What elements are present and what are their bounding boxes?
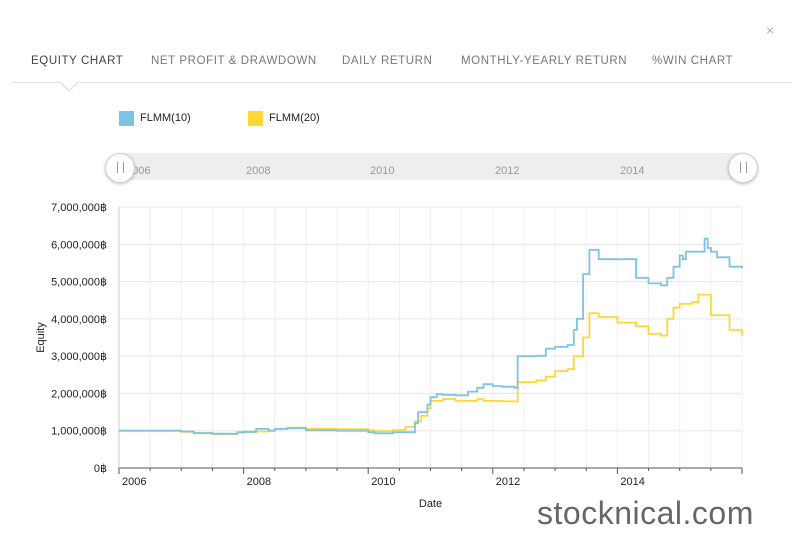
series-line-1 — [119, 237, 743, 435]
tab-net-profit-drawdown[interactable]: NET PROFIT & DRAWDOWN — [151, 55, 317, 67]
y-tick-label: 5,000,000฿ — [51, 277, 107, 289]
close-icon[interactable]: × — [766, 22, 775, 38]
x-tick-label: 2010 — [371, 476, 395, 488]
x-axis-title: Date — [419, 498, 442, 510]
active-tab-caret-icon — [60, 82, 78, 92]
chart-tabs: EQUITY CHART NET PROFIT & DRAWDOWN DAILY… — [12, 50, 792, 83]
legend-item-series-2[interactable]: FLMM(20) — [248, 110, 320, 126]
series-line-2 — [119, 293, 743, 435]
tab-daily-return[interactable]: DAILY RETURN — [342, 55, 433, 67]
legend-swatch-series-1 — [119, 110, 134, 126]
x-tick-label: 2008 — [247, 476, 271, 488]
tab-win-chart[interactable]: %WIN CHART — [652, 55, 734, 67]
grip-icon — [740, 162, 747, 173]
x-tick-label: 2012 — [496, 476, 520, 488]
legend-item-series-1[interactable]: FLMM(10) — [119, 110, 191, 126]
navigator-label: 2012 — [495, 165, 520, 177]
y-tick-label: 3,000,000฿ — [51, 351, 107, 363]
y-axis-title: Equity — [35, 322, 47, 353]
legend-label-series-2: FLMM(20) — [269, 112, 320, 124]
y-tick-label: 0฿ — [94, 463, 107, 475]
range-navigator[interactable] — [118, 153, 742, 180]
navigator-label: 2008 — [246, 165, 271, 177]
watermark: stocknical.com — [537, 495, 754, 531]
y-tick-label: 4,000,000฿ — [51, 314, 107, 326]
x-tick-label: 2014 — [620, 476, 644, 488]
navigator-label: 2010 — [370, 165, 395, 177]
navigator-label: 2014 — [620, 165, 645, 177]
x-tick-label: 2006 — [122, 476, 146, 488]
legend-swatch-series-2 — [248, 110, 263, 126]
navigator-right-handle[interactable] — [728, 153, 758, 183]
y-tick-label: 1,000,000฿ — [51, 426, 107, 438]
y-tick-label: 7,000,000฿ — [51, 202, 107, 214]
tab-monthly-yearly-return[interactable]: MONTHLY-YEARLY RETURN — [461, 55, 628, 67]
legend-label-series-1: FLMM(10) — [140, 112, 191, 124]
tab-equity-chart[interactable]: EQUITY CHART — [31, 55, 124, 67]
y-tick-label: 6,000,000฿ — [51, 239, 107, 251]
grip-icon — [117, 162, 124, 173]
navigator-left-handle[interactable] — [105, 153, 135, 183]
y-tick-label: 2,000,000฿ — [51, 388, 107, 400]
